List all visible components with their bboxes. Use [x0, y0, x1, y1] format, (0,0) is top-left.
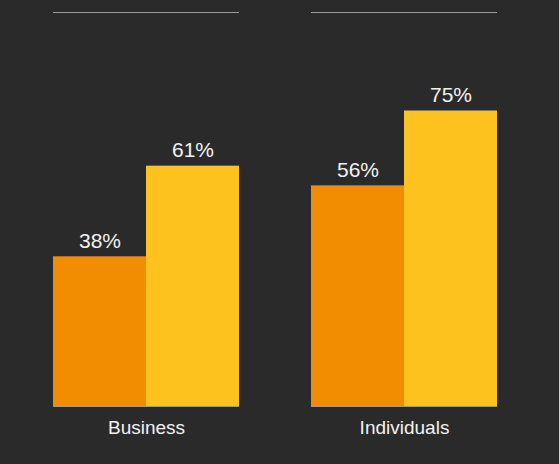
- svg-text:61%: 61%: [172, 138, 214, 161]
- svg-text:75%: 75%: [430, 83, 472, 106]
- svg-text:56%: 56%: [337, 158, 379, 181]
- svg-text:Business: Business: [108, 417, 185, 438]
- svg-text:38%: 38%: [79, 229, 121, 252]
- svg-text:Individuals: Individuals: [360, 417, 450, 438]
